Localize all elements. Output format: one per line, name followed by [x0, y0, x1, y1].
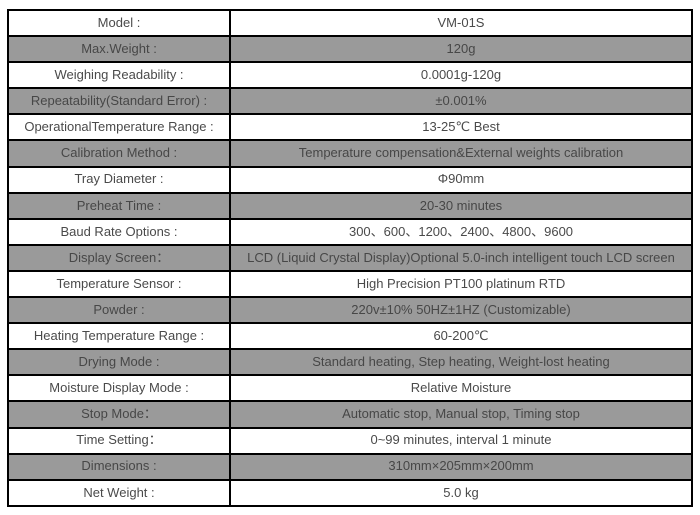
table-row: Stop Mode： Automatic stop, Manual stop, T… — [7, 400, 693, 429]
spec-parameter-label: Heating Temperature Range : — [7, 322, 231, 351]
spec-parameter-label: Net Weight : — [7, 478, 231, 508]
spec-parameter-label: Calibration Method : — [7, 139, 231, 168]
spec-parameter-label: Temperature Sensor : — [7, 269, 231, 299]
spec-parameter-label: Stop Mode： — [7, 400, 231, 429]
table-row: Heating Temperature Range :60-200℃ — [7, 322, 693, 351]
spec-parameter-value: VM-01S — [229, 8, 693, 38]
table-row: Repeatability(Standard Error) : ±0.001% — [7, 87, 693, 116]
table-row: Model : VM-01S — [7, 8, 693, 38]
spec-parameter-label: Tray Diameter : — [7, 165, 231, 194]
spec-parameter-value: 120g — [229, 35, 693, 64]
table-row: Preheat Time :20-30 minutes — [7, 191, 693, 220]
table-row: Baud Rate Options :300、600、1200、2400、480… — [7, 217, 693, 246]
spec-parameter-value: 0~99 minutes, interval 1 minute — [229, 426, 693, 455]
spec-parameter-value: 20-30 minutes — [229, 191, 693, 220]
spec-parameter-value: Φ90mm — [229, 165, 693, 194]
table-row: Net Weight :5.0 kg — [7, 478, 693, 508]
table-row: Max.Weight :120g — [7, 35, 693, 64]
table-row: Powder :220v±10% 50HZ±1HZ (Customizable) — [7, 296, 693, 325]
spec-parameter-value: LCD (Liquid Crystal Display)Optional 5.0… — [229, 243, 693, 272]
spec-parameter-label: Moisture Display Mode : — [7, 374, 231, 403]
spec-parameter-label: Display Screen： — [7, 243, 231, 272]
table-row: Calibration Method : Temperature compensa… — [7, 139, 693, 168]
spec-parameter-value: 310mm×205mm×200mm — [229, 452, 693, 481]
spec-parameter-label: Powder : — [7, 296, 231, 325]
spec-parameter-value: High Precision PT100 platinum RTD — [229, 269, 693, 299]
spec-parameter-value: 220v±10% 50HZ±1HZ (Customizable) — [229, 296, 693, 325]
spec-parameter-label: Baud Rate Options : — [7, 217, 231, 246]
spec-parameter-value: 60-200℃ — [229, 322, 693, 351]
spec-parameter-value: Relative Moisture — [229, 374, 693, 403]
table-row: Tray Diameter : Φ90mm — [7, 165, 693, 194]
spec-parameter-label: OperationalTemperature Range : — [7, 113, 231, 142]
table-row: Time Setting： 0~99 minutes, interval 1 mi… — [7, 426, 693, 455]
table-row: Drying Mode : Standard heating, Step heat… — [7, 348, 693, 377]
spec-parameter-label: Weighing Readability : — [7, 61, 231, 90]
spec-parameter-value: 0.0001g-120g — [229, 61, 693, 90]
table-row: Temperature Sensor : High Precision PT100… — [7, 269, 693, 299]
spec-parameter-label: Preheat Time : — [7, 191, 231, 220]
table-row: Weighing Readability :0.0001g-120g — [7, 61, 693, 90]
table-row: Dimensions :310mm×205mm×200mm — [7, 452, 693, 481]
spec-parameter-value: 13-25℃ Best — [229, 113, 693, 142]
spec-parameter-label: Max.Weight : — [7, 35, 231, 64]
table-row: Moisture Display Mode : Relative Moisture — [7, 374, 693, 403]
spec-parameter-label: Model : — [7, 8, 231, 38]
spec-parameter-value: ±0.001% — [229, 87, 693, 116]
table-row: Display Screen： LCD (Liquid Crystal Displ… — [7, 243, 693, 272]
specification-table-body: Model : VM-01S Max.Weight :120g Weighing Re… — [7, 8, 693, 508]
spec-parameter-value: Standard heating, Step heating, Weight-l… — [229, 348, 693, 377]
table-row: OperationalTemperature Range :13-25℃ Bes… — [7, 113, 693, 142]
specification-table: Model : VM-01S Max.Weight :120g Weighing Re… — [7, 8, 693, 508]
spec-parameter-label: Drying Mode : — [7, 348, 231, 377]
spec-parameter-value: 300、600、1200、2400、4800、9600 — [229, 217, 693, 246]
spec-parameter-label: Dimensions : — [7, 452, 231, 481]
spec-parameter-label: Repeatability(Standard Error) : — [7, 87, 231, 116]
spec-parameter-label: Time Setting： — [7, 426, 231, 455]
spec-parameter-value: Automatic stop, Manual stop, Timing stop — [229, 400, 693, 429]
spec-parameter-value: Temperature compensation&External weight… — [229, 139, 693, 168]
spec-parameter-value: 5.0 kg — [229, 478, 693, 508]
